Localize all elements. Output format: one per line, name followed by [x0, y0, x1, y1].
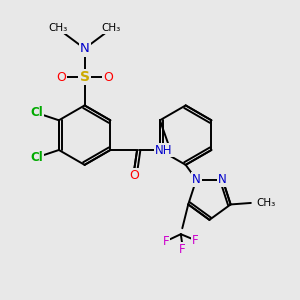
Text: F: F [163, 235, 169, 248]
Text: CH₃: CH₃ [48, 23, 68, 33]
Text: O: O [103, 71, 113, 84]
Text: F: F [192, 234, 199, 247]
Text: CH₃: CH₃ [102, 23, 121, 33]
Text: F: F [179, 242, 186, 256]
Text: N: N [192, 173, 201, 186]
Text: CH₃: CH₃ [257, 198, 276, 208]
Text: S: S [80, 70, 90, 84]
Text: N: N [218, 173, 227, 186]
Text: O: O [56, 71, 66, 84]
Text: Cl: Cl [30, 151, 43, 164]
Text: NH: NH [155, 143, 172, 157]
Text: Cl: Cl [30, 106, 43, 119]
Text: O: O [129, 169, 139, 182]
Text: N: N [80, 42, 89, 56]
